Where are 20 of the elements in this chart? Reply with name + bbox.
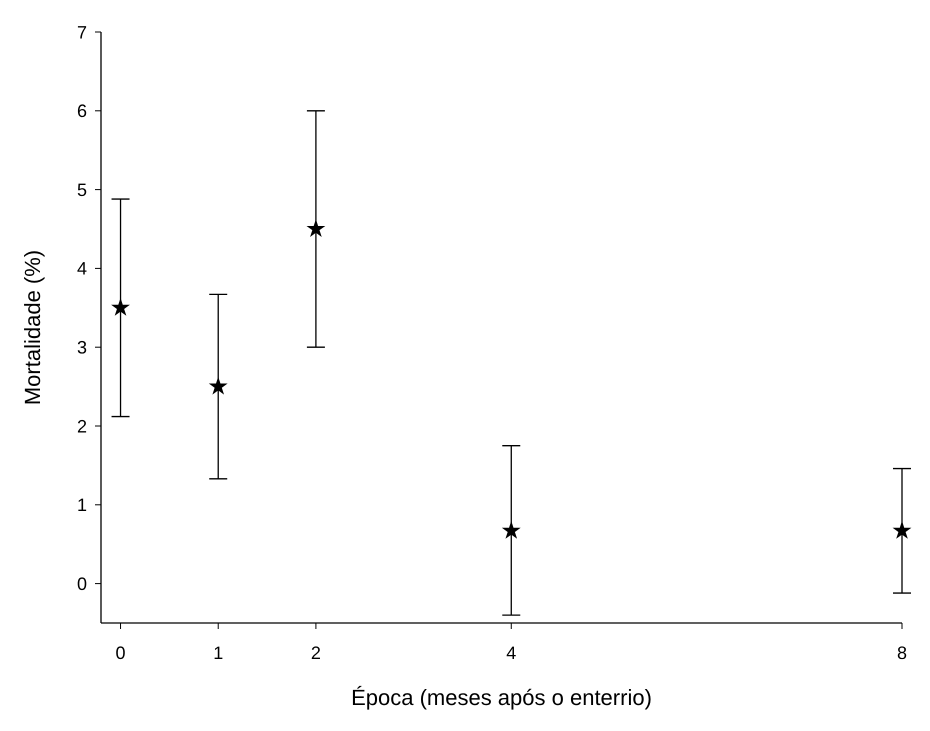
y-tick-label: 1 — [76, 495, 87, 516]
y-tick-label: 4 — [76, 258, 87, 279]
y-tick-label: 0 — [76, 574, 87, 594]
x-axis-title: Época (meses após o enterrio) — [351, 685, 652, 710]
point — [892, 520, 912, 539]
y-tick-label: 2 — [76, 416, 87, 436]
x-tick-label: 1 — [213, 643, 224, 663]
x-tick-label: 0 — [116, 643, 126, 663]
point — [306, 219, 326, 238]
y-tick-label: 7 — [76, 22, 87, 42]
x-tick-label: 2 — [310, 643, 321, 663]
point — [502, 520, 521, 539]
point — [208, 376, 228, 395]
y-tick-label: 5 — [76, 180, 87, 200]
y-tick-label: 3 — [76, 338, 87, 358]
y-axis-title: Mortalidade (%) — [20, 250, 45, 406]
y-tick-label: 6 — [76, 101, 87, 122]
x-tick-label: 4 — [506, 643, 516, 663]
x-tick-label: 8 — [896, 643, 908, 663]
point — [111, 298, 130, 316]
